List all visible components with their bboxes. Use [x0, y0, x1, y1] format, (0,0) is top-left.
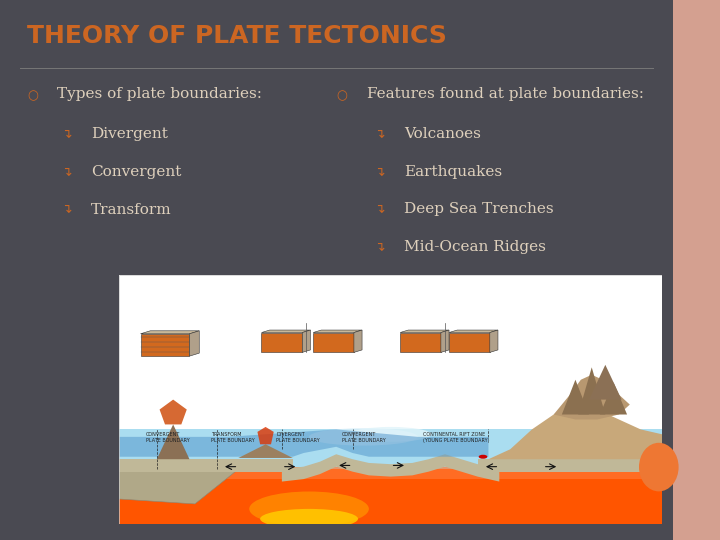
Polygon shape: [490, 330, 498, 353]
Text: CONVERGENT
PLATE BOUNDARY: CONVERGENT PLATE BOUNDARY: [146, 432, 190, 443]
Polygon shape: [354, 330, 362, 353]
Text: ↴: ↴: [374, 165, 384, 178]
Text: ↴: ↴: [374, 240, 384, 253]
Text: ○: ○: [337, 89, 348, 102]
Polygon shape: [600, 382, 627, 415]
Polygon shape: [282, 454, 499, 482]
Bar: [119, 467, 662, 479]
Ellipse shape: [309, 428, 418, 446]
Text: Volcanoes: Volcanoes: [404, 127, 481, 141]
Text: Deep Sea Trenches: Deep Sea Trenches: [404, 202, 554, 217]
Polygon shape: [313, 330, 362, 333]
Polygon shape: [261, 333, 302, 353]
Text: Convergent: Convergent: [91, 165, 181, 179]
Polygon shape: [400, 333, 441, 353]
Polygon shape: [119, 429, 488, 457]
Text: Features found at plate boundaries:: Features found at plate boundaries:: [367, 87, 644, 102]
Circle shape: [479, 455, 487, 458]
Text: Types of plate boundaries:: Types of plate boundaries:: [57, 87, 262, 102]
Polygon shape: [160, 400, 186, 424]
Text: Transform: Transform: [91, 202, 171, 217]
Polygon shape: [261, 330, 310, 333]
Ellipse shape: [260, 509, 358, 529]
Ellipse shape: [350, 427, 431, 442]
Polygon shape: [238, 444, 293, 458]
Text: ↴: ↴: [60, 165, 71, 178]
Polygon shape: [441, 330, 449, 353]
Polygon shape: [554, 375, 630, 420]
Polygon shape: [400, 330, 449, 333]
Bar: [119, 429, 662, 487]
Polygon shape: [488, 400, 662, 459]
Polygon shape: [189, 331, 199, 356]
Polygon shape: [119, 459, 293, 471]
Polygon shape: [258, 427, 274, 444]
Ellipse shape: [249, 491, 369, 526]
Text: TRANSFORM
PLATE BOUNDARY: TRANSFORM PLATE BOUNDARY: [211, 432, 255, 443]
Text: ↴: ↴: [60, 202, 71, 215]
Polygon shape: [157, 424, 189, 459]
Text: ↴: ↴: [374, 127, 384, 140]
Text: THEORY OF PLATE TECTONICS: THEORY OF PLATE TECTONICS: [27, 24, 447, 48]
Text: Divergent: Divergent: [91, 127, 168, 141]
Text: ↴: ↴: [60, 127, 71, 140]
Polygon shape: [477, 459, 662, 471]
Polygon shape: [140, 334, 189, 356]
Text: ↴: ↴: [374, 202, 384, 215]
Text: ○: ○: [27, 89, 38, 102]
Text: Mid-Ocean Ridges: Mid-Ocean Ridges: [404, 240, 546, 254]
Polygon shape: [140, 331, 199, 334]
Text: CONVERGENT
PLATE BOUNDARY: CONVERGENT PLATE BOUNDARY: [342, 432, 385, 443]
Bar: [119, 275, 662, 429]
Bar: [119, 469, 662, 524]
Polygon shape: [313, 333, 354, 353]
Polygon shape: [449, 333, 490, 353]
Polygon shape: [562, 380, 589, 415]
Polygon shape: [589, 365, 621, 400]
Polygon shape: [449, 330, 498, 333]
Polygon shape: [578, 367, 606, 415]
Polygon shape: [119, 469, 238, 504]
Text: Earthquakes: Earthquakes: [404, 165, 502, 179]
Text: DIVERGENT
PLATE BOUNDARY: DIVERGENT PLATE BOUNDARY: [276, 432, 320, 443]
Text: CONTINENTAL RIFT ZONE
(YOUNG PLATE BOUNDARY): CONTINENTAL RIFT ZONE (YOUNG PLATE BOUND…: [423, 432, 490, 443]
Polygon shape: [302, 330, 310, 353]
